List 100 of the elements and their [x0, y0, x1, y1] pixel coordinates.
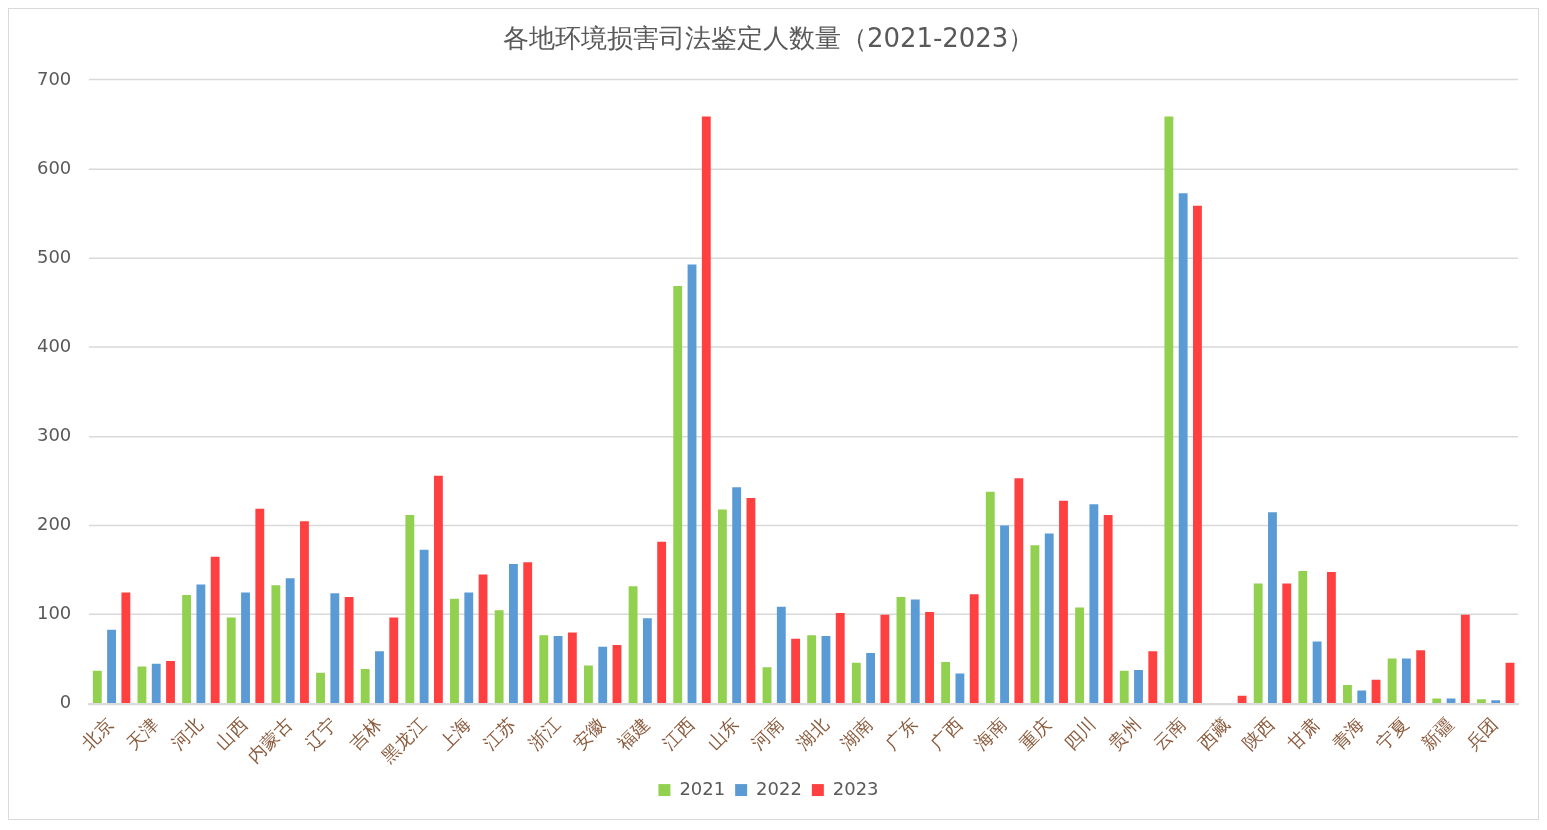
bar [1164, 116, 1174, 704]
bar [494, 610, 504, 704]
bar [375, 651, 384, 704]
bar [1460, 614, 1470, 704]
bar [746, 497, 756, 704]
legend-label: 2022 [756, 777, 802, 799]
bar [1268, 512, 1277, 704]
bar [732, 487, 742, 704]
bar [1059, 500, 1068, 704]
bar [687, 264, 697, 704]
bar [226, 617, 236, 704]
y-tick-label: 0 [59, 691, 72, 713]
x-tick-label: 浙江 [524, 714, 565, 755]
bar [1253, 583, 1263, 704]
bar [255, 508, 265, 704]
bar [612, 645, 622, 704]
bar [955, 673, 965, 704]
x-tick-label: 河南 [747, 714, 788, 755]
bar [1357, 690, 1367, 704]
bar [523, 562, 533, 704]
x-tick-label: 湖南 [837, 714, 877, 755]
bar [1326, 571, 1336, 704]
bar [196, 584, 206, 704]
bar [360, 669, 370, 704]
bar [1103, 514, 1113, 704]
bar [1000, 525, 1009, 704]
bar [896, 596, 906, 704]
x-tick-label: 上海 [435, 714, 475, 755]
bar [1505, 662, 1515, 704]
bar [344, 596, 354, 704]
y-tick-label: 400 [36, 335, 72, 357]
bar [762, 667, 772, 704]
x-tick-label: 辽宁 [301, 714, 341, 755]
bar [553, 636, 563, 704]
bar [776, 606, 786, 704]
x-tick-label: 广东 [881, 714, 922, 755]
bar [1014, 478, 1024, 704]
bar [285, 578, 295, 704]
x-tick-label: 北京 [78, 714, 118, 755]
bar [807, 635, 817, 704]
x-tick-label: 贵州 [1105, 714, 1145, 755]
x-tick-label: 天津 [122, 714, 163, 755]
bar [1148, 651, 1158, 704]
bar [450, 598, 459, 704]
bar [1075, 607, 1084, 704]
y-tick-label: 600 [36, 156, 72, 178]
bar [1298, 571, 1308, 704]
bar [300, 521, 309, 704]
bar [910, 599, 920, 704]
bar [1312, 641, 1322, 704]
bar [1044, 533, 1054, 704]
bar [851, 662, 861, 704]
bar [137, 666, 147, 704]
bar [1416, 650, 1426, 704]
y-tick-label: 300 [36, 424, 72, 446]
bar [508, 563, 518, 704]
bar [92, 670, 102, 704]
bar [539, 635, 549, 704]
bar [1401, 658, 1411, 704]
bar [419, 549, 429, 704]
bar [598, 646, 608, 704]
bar [1134, 669, 1143, 704]
x-tick-label: 青海 [1328, 714, 1368, 755]
bar [316, 672, 325, 704]
bar [567, 632, 577, 704]
legend-label: 2021 [679, 777, 726, 799]
x-tick-label: 四川 [1060, 714, 1101, 755]
bar [1119, 670, 1129, 704]
bar [330, 593, 340, 704]
bar [642, 618, 652, 704]
x-tick-label: 安徽 [569, 714, 609, 755]
bar [433, 475, 443, 704]
x-tick-label: 河北 [167, 714, 208, 755]
bar [1343, 685, 1352, 704]
bar [478, 574, 488, 704]
y-tick-label: 500 [36, 245, 72, 267]
chart-title: 各地环境损害司法鉴定人数量（2021-2023） [502, 23, 1035, 54]
bar [985, 491, 995, 704]
y-tick-label: 100 [36, 602, 72, 624]
bar [107, 629, 117, 704]
x-tick-label: 福建 [613, 714, 654, 755]
bar [1089, 504, 1099, 704]
bar [166, 661, 175, 704]
bar [717, 509, 727, 704]
bar [405, 514, 415, 704]
bar [121, 592, 131, 704]
bar [866, 653, 876, 704]
bar [701, 116, 711, 704]
bar [657, 541, 667, 704]
bar [182, 595, 192, 704]
bar [673, 285, 683, 704]
x-tick-label: 新疆 [1417, 714, 1458, 755]
bar [151, 663, 161, 704]
y-tick-label: 200 [36, 513, 72, 535]
x-tick-label: 海南 [971, 714, 1011, 755]
x-tick-label: 江西 [658, 714, 699, 755]
bar [969, 594, 979, 704]
bar [1446, 698, 1456, 704]
x-tick-label: 广西 [926, 714, 967, 755]
bar [1237, 695, 1247, 704]
